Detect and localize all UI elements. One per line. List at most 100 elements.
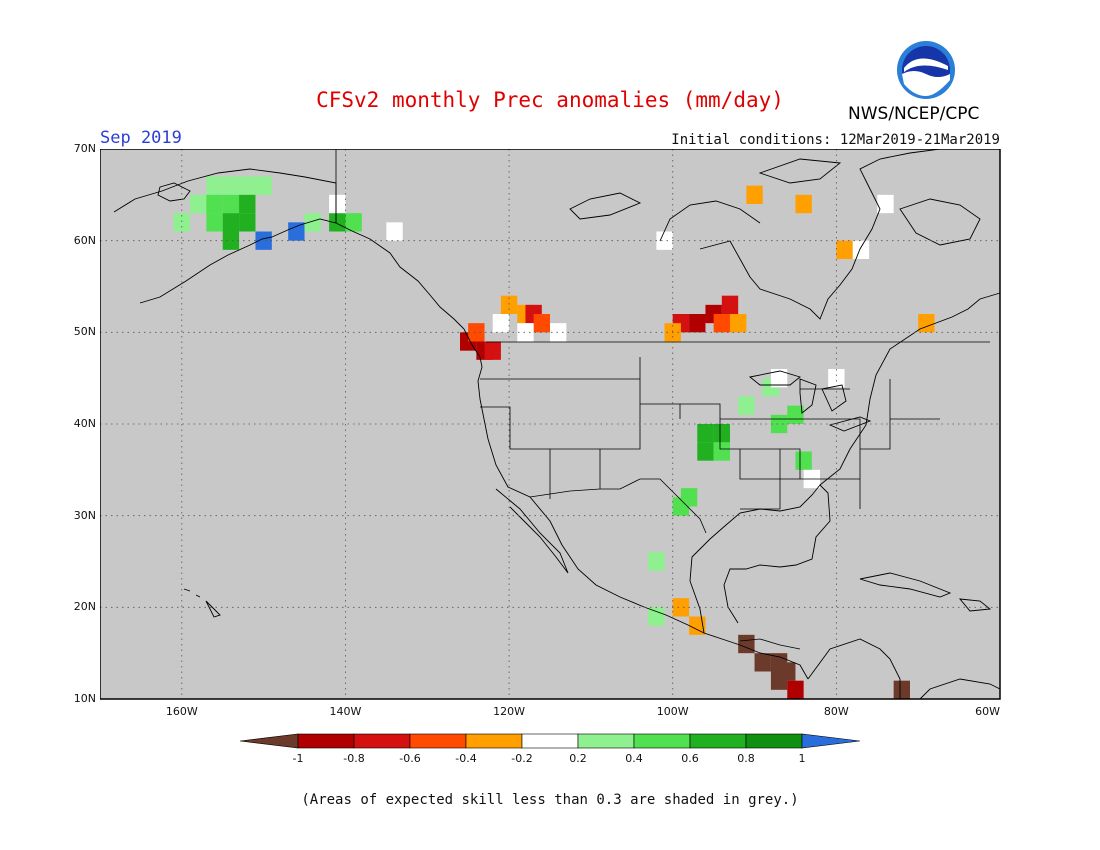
anomaly-cell bbox=[697, 424, 714, 443]
anomaly-cell bbox=[672, 598, 690, 617]
anomaly-cell bbox=[828, 369, 845, 388]
anomaly-cell bbox=[329, 194, 346, 214]
map-frame bbox=[100, 149, 1001, 700]
anomaly-cell bbox=[550, 323, 567, 342]
anomaly-cell bbox=[713, 424, 730, 443]
colorbar-tick-label: 1 bbox=[799, 752, 806, 765]
anomaly-cell bbox=[345, 213, 362, 232]
colorbar-tick-label: 0.2 bbox=[569, 752, 587, 765]
anomaly-cell bbox=[206, 213, 223, 232]
lon-tick-label: 160W bbox=[166, 705, 198, 718]
anomaly-cell bbox=[468, 323, 485, 342]
anomaly-cell bbox=[386, 222, 403, 241]
lat-tick-label: 10N bbox=[73, 692, 96, 705]
anomaly-cell bbox=[672, 497, 690, 516]
anomaly-cell bbox=[770, 369, 788, 388]
anomaly-cell bbox=[770, 671, 788, 690]
lon-tick-label: 100W bbox=[657, 705, 689, 718]
anomaly-cell bbox=[222, 194, 240, 214]
anomaly-cell bbox=[206, 176, 223, 195]
anomaly-cell bbox=[648, 607, 665, 626]
anomaly-cell bbox=[533, 314, 550, 333]
precip-anomaly-map: 160W 140W 120W 100W 80W 60W bbox=[100, 149, 1001, 718]
agency-label: NWS/NCEP/CPC bbox=[848, 104, 980, 124]
forecast-month: Sep 2019 bbox=[100, 128, 182, 148]
anomaly-cell bbox=[754, 653, 771, 672]
lat-tick-label: 50N bbox=[73, 325, 96, 339]
anomaly-cell bbox=[713, 314, 730, 333]
anomaly-cell bbox=[239, 194, 256, 214]
anomaly-cell bbox=[787, 405, 804, 424]
colorbar-low-arrow bbox=[239, 733, 299, 749]
axis-labels: 160W 140W 120W 100W 80W 60W bbox=[166, 705, 1000, 718]
graticule bbox=[100, 149, 1000, 699]
colorbar-segment bbox=[633, 733, 691, 749]
anomaly-cell bbox=[697, 442, 714, 461]
colorbar-segment bbox=[465, 733, 523, 749]
anomaly-cell bbox=[173, 213, 190, 232]
anomaly-cell bbox=[304, 213, 321, 232]
anomaly-cell bbox=[689, 616, 706, 635]
colorbar-tick-label: -0.6 bbox=[399, 752, 420, 765]
anomaly-cell bbox=[836, 240, 853, 259]
colorbar-segment bbox=[521, 733, 579, 749]
map-title: CFSv2 monthly Prec anomalies (mm/day) bbox=[316, 88, 784, 112]
anomaly-cell bbox=[730, 314, 747, 333]
colorbar-tick-label: -1 bbox=[293, 752, 304, 765]
lat-tick-label: 60N bbox=[73, 233, 96, 247]
anomaly-cell bbox=[288, 222, 305, 241]
anomaly-cell bbox=[893, 680, 910, 699]
anomaly-cell bbox=[795, 194, 812, 214]
anomaly-cell bbox=[484, 341, 501, 360]
color-bar: -1 -0.8 -0.6 -0.4 -0.2 0.2 0.4 0.6 0.8 1 bbox=[239, 733, 861, 765]
lon-tick-label: 120W bbox=[493, 705, 525, 718]
colorbar-high-arrow bbox=[801, 733, 861, 749]
anomaly-cell bbox=[222, 176, 240, 195]
political-borders bbox=[335, 149, 990, 650]
anomaly-cell bbox=[222, 231, 240, 250]
initial-conditions: Initial conditions: 12Mar2019-21Mar2019 bbox=[671, 132, 1000, 148]
skill-footnote: (Areas of expected skill less than 0.3 a… bbox=[301, 792, 799, 808]
anomaly-cell bbox=[222, 213, 240, 232]
anomaly-cell bbox=[689, 314, 706, 333]
colorbar-tick-label: -0.2 bbox=[511, 752, 532, 765]
anomaly-cell bbox=[746, 185, 763, 204]
noaa-logo-icon bbox=[897, 41, 955, 99]
anomaly-cell bbox=[877, 194, 894, 214]
anomaly-cell bbox=[787, 680, 804, 699]
colorbar-tick-label: 0.8 bbox=[737, 752, 755, 765]
anomaly-cell bbox=[721, 295, 739, 314]
colorbar-tick-label: 0.4 bbox=[625, 752, 643, 765]
anomaly-cell bbox=[770, 414, 788, 434]
colorbar-tick-label: -0.8 bbox=[343, 752, 364, 765]
colorbar-segment bbox=[577, 733, 635, 749]
anomaly-cell bbox=[648, 552, 665, 571]
lon-tick-label: 140W bbox=[330, 705, 362, 718]
colorbar-tick-label: 0.6 bbox=[681, 752, 699, 765]
colorbar-segment bbox=[745, 733, 803, 749]
anomaly-cell bbox=[517, 323, 534, 342]
anomaly-cell bbox=[329, 213, 346, 232]
lon-tick-label: 60W bbox=[975, 705, 1000, 718]
colorbar-tick-label: -0.4 bbox=[455, 752, 476, 765]
lon-tick-label: 80W bbox=[824, 705, 849, 718]
colorbar-segment bbox=[689, 733, 747, 749]
anomaly-cells bbox=[173, 176, 935, 699]
anomaly-cell bbox=[738, 396, 755, 415]
lat-tick-label: 20N bbox=[73, 600, 96, 614]
colorbar-segment bbox=[297, 733, 355, 749]
lat-tick-label: 70N bbox=[73, 142, 96, 155]
colorbar-segment bbox=[409, 733, 467, 749]
anomaly-cell bbox=[713, 442, 730, 461]
lat-tick-label: 40N bbox=[73, 417, 96, 430]
anomaly-cell bbox=[239, 176, 256, 195]
anomaly-cell bbox=[795, 451, 812, 470]
anomaly-cell bbox=[255, 176, 272, 195]
anomaly-cell bbox=[255, 231, 272, 250]
anomaly-cell bbox=[656, 231, 673, 250]
anomaly-cell bbox=[239, 213, 256, 232]
anomaly-cell bbox=[500, 295, 518, 314]
anomaly-cell bbox=[190, 194, 207, 214]
anomaly-cell bbox=[738, 634, 755, 654]
lat-tick-label: 30N bbox=[73, 508, 96, 522]
